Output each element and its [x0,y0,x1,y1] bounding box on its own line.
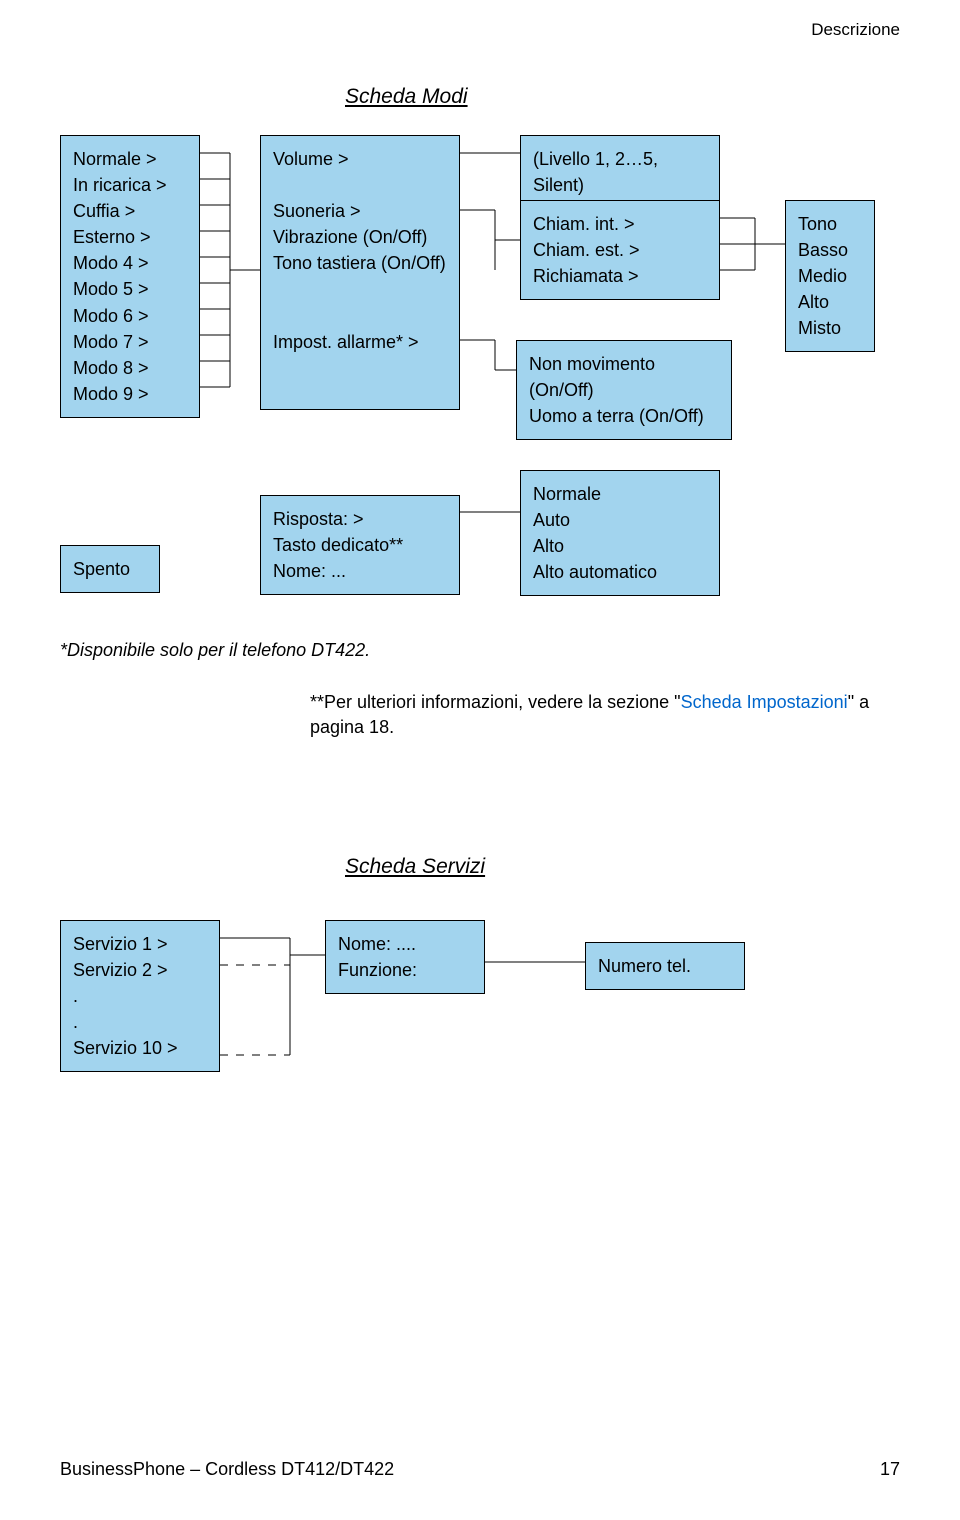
box-calls: Chiam. int. >Chiam. est. >Richiamata > [520,200,720,300]
box-line: Tasto dedicato** [273,532,447,558]
footer-left: BusinessPhone – Cordless DT412/DT422 [60,1459,394,1480]
box-spento: Spento [60,545,160,593]
box-line: Alto automatico [533,559,707,585]
box-tone: TonoBassoMedioAltoMisto [785,200,875,352]
footer-right: 17 [880,1459,900,1480]
box-line: Esterno > [73,224,187,250]
box-line: Servizio 1 > [73,931,207,957]
box-line: Nome: .... [338,931,472,957]
box-line: Vibrazione (On/Off) [273,224,447,250]
footnote-2-link[interactable]: Scheda Impostazioni [681,692,848,712]
box-line: Servizio 2 > [73,957,207,983]
footnote-1: *Disponibile solo per il telefono DT422. [60,640,370,661]
box-line: Chiam. int. > [533,211,707,237]
box-line: Spento [73,556,147,582]
box-auto: NormaleAutoAltoAlto automatico [520,470,720,596]
box-line: Numero tel. [598,953,732,979]
box-settings: Volume > Suoneria >Vibrazione (On/Off)To… [260,135,460,410]
box-line: Normale [533,481,707,507]
box-line: Misto [798,315,862,341]
box-line: Modo 5 > [73,276,187,302]
box-line: Impost. allarme* > [273,329,447,355]
box-line: Auto [533,507,707,533]
box-line: Tono tastiera (On/Off) [273,250,447,276]
box-line: Modo 6 > [73,303,187,329]
breadcrumb: Descrizione [811,20,900,40]
section-title-servizi: Scheda Servizi [345,855,485,879]
box-line: Funzione: [338,957,472,983]
box-line: Chiam. est. > [533,237,707,263]
box-line: Medio [798,263,862,289]
box-line: Modo 7 > [73,329,187,355]
box-alarm: Non movimento (On/Off)Uomo a terra (On/O… [516,340,732,440]
box-line: Risposta: > [273,506,447,532]
footnote-2-part1: **Per ulteriori informazioni, vedere la … [310,692,681,712]
box-line: Alto [533,533,707,559]
box-line: Nome: ... [273,558,447,584]
box-line: Modo 8 > [73,355,187,381]
box-line: . [73,1009,207,1035]
box-line [273,172,447,198]
box-line: Non movimento (On/Off) [529,351,719,403]
box-risposta: Risposta: >Tasto dedicato**Nome: ... [260,495,460,595]
box-line: Uomo a terra (On/Off) [529,403,719,429]
box-modes: Normale >In ricarica >Cuffia >Esterno >M… [60,135,200,418]
box-line [273,303,447,329]
box-line: Modo 9 > [73,381,187,407]
box-line: Normale > [73,146,187,172]
box-line: Suoneria > [273,198,447,224]
section-title-modi: Scheda Modi [345,85,468,109]
box-line: Volume > [273,146,447,172]
box-level: (Livello 1, 2…5, Silent) [520,135,720,209]
box-line: Cuffia > [73,198,187,224]
box-line: (Livello 1, 2…5, Silent) [533,146,707,198]
box-line: Tono [798,211,862,237]
box-numero: Numero tel. [585,942,745,990]
box-line: Modo 4 > [73,250,187,276]
box-nomefunc: Nome: ....Funzione: [325,920,485,994]
footnote-2: **Per ulteriori informazioni, vedere la … [310,690,890,740]
box-line: Richiamata > [533,263,707,289]
box-line: In ricarica > [73,172,187,198]
box-servizi: Servizio 1 >Servizio 2 >..Servizio 10 > [60,920,220,1072]
box-line: . [73,983,207,1009]
box-line: Alto [798,289,862,315]
box-line: Basso [798,237,862,263]
box-line: Servizio 10 > [73,1035,207,1061]
box-line [273,276,447,302]
